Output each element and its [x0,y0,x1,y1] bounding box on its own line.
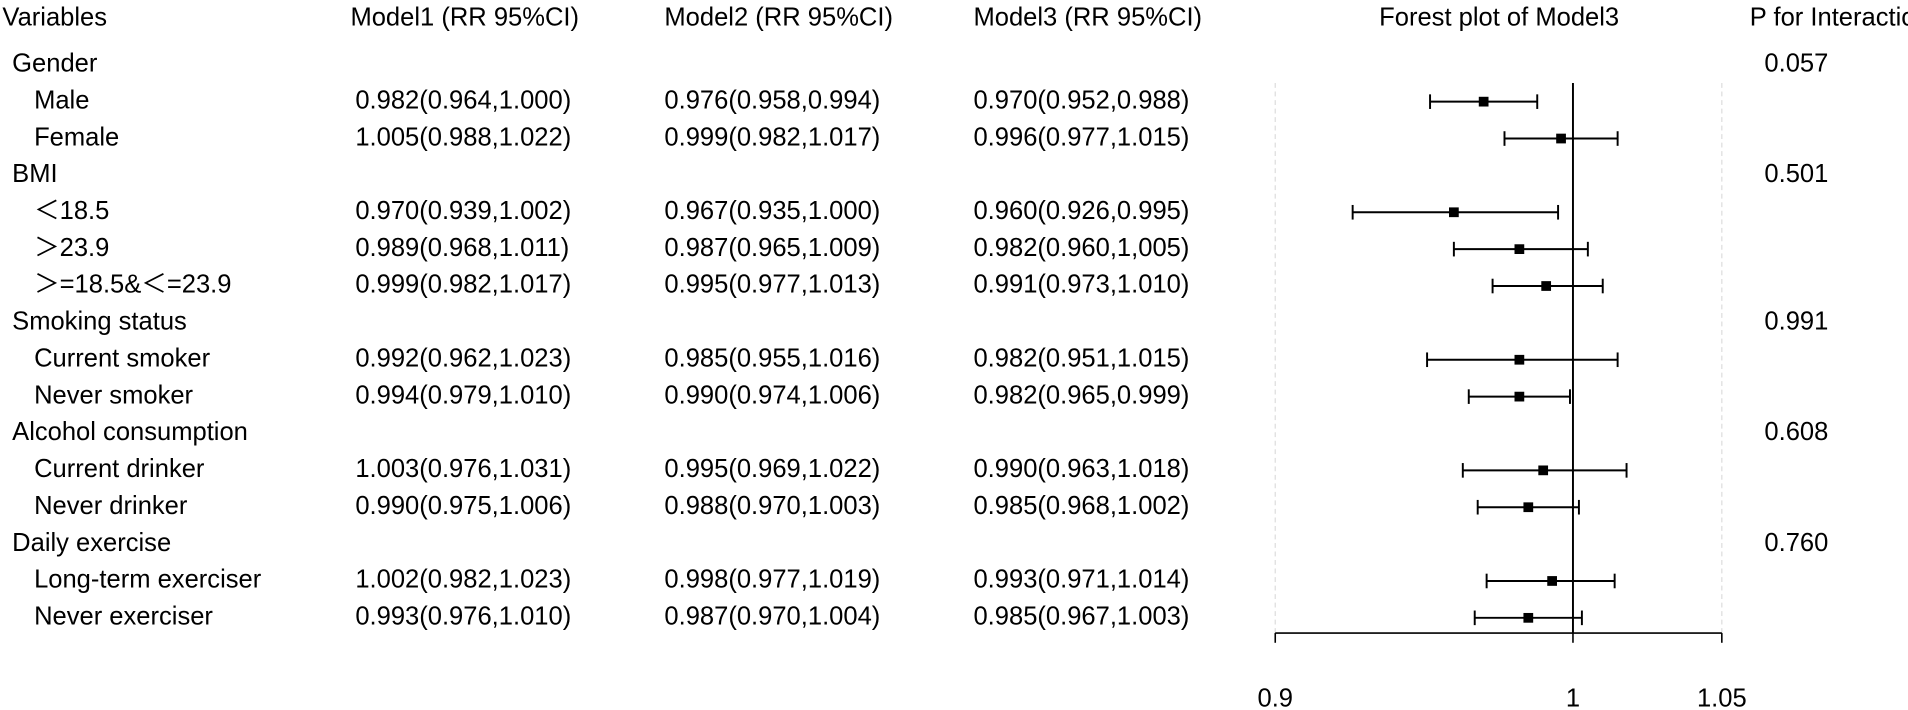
model2-value: 0.995(0.969,1.022) [664,455,880,483]
model1-value: 1.003(0.976,1.031) [355,455,571,483]
model2-value: 0.999(0.982,1.017) [664,123,880,151]
point-estimate [1449,207,1459,218]
point-estimate [1541,281,1552,291]
model3-value: 0.982(0.960,1,005) [973,234,1189,262]
header: Model2 (RR 95%CI) [664,3,893,31]
model3-value: 0.985(0.968,1.002) [973,492,1189,520]
point-estimate [1514,354,1525,365]
subgroup-label: ＞=18.5&＜=23.9 [34,271,231,299]
model3-value: 0.996(0.977,1.015) [973,123,1189,151]
model1-value: 1.002(0.982,1.023) [355,566,571,594]
subgroup-label: ＞23.9 [34,234,109,262]
model1-value: 0.992(0.962,1.023) [355,344,571,372]
p-value: 0.760 [1764,529,1828,557]
group-label: BMI [12,160,57,188]
p-value: 0.057 [1764,50,1828,78]
model2-value: 0.967(0.935,1.000) [664,197,880,225]
model2-value: 0.988(0.970,1.003) [664,492,880,520]
group-label: Daily exercise [12,529,171,557]
subgroup-label: Never smoker [34,381,193,409]
model1-value: 0.999(0.982,1.017) [355,271,571,299]
model3-value: 0.960(0.926,0.995) [973,197,1189,225]
header: P for Interaction [1750,3,1908,31]
subgroup-label: Never drinker [34,492,188,520]
model3-value: 0.991(0.973,1.010) [973,271,1189,299]
point-estimate [1523,612,1534,623]
model2-value: 0.985(0.955,1.016) [664,344,880,372]
model2-value: 0.998(0.977,1.019) [664,566,880,594]
group-label: Smoking status [12,308,187,336]
subgroup-label: Never exerciser [34,603,213,631]
x-tick-label: 1.05 [1697,685,1747,710]
model2-value: 0.987(0.970,1.004) [664,603,880,631]
model3-value: 0.982(0.965,0.999) [973,381,1189,409]
x-tick-label: 1 [1566,685,1580,710]
subgroup-label: Male [34,86,89,114]
chart-title: Forest plot of Model3 [1379,3,1619,31]
model3-value: 0.990(0.963,1.018) [973,455,1189,483]
point-estimate [1478,96,1489,107]
p-value: 0.608 [1764,418,1828,446]
subgroup-label: Current smoker [34,344,211,372]
model1-value: 0.990(0.975,1.006) [355,492,571,520]
model2-value: 0.976(0.958,0.994) [664,86,880,114]
model3-value: 0.982(0.951,1.015) [973,344,1189,372]
point-estimate [1514,391,1525,402]
header: Model1 (RR 95%CI) [350,3,579,31]
model3-value: 0.970(0.952,0.988) [973,86,1189,114]
header: Variables [2,3,107,31]
subgroup-label: Long-term exerciser [34,566,262,594]
p-value: 0.991 [1764,308,1828,336]
subgroup-label: Current drinker [34,455,205,483]
point-estimate [1538,465,1549,476]
model2-value: 0.995(0.977,1.013) [664,271,880,299]
subgroup-label: ＜18.5 [34,197,109,225]
model2-value: 0.990(0.974,1.006) [664,381,880,409]
point-estimate [1514,244,1525,255]
model1-value: 1.005(0.988,1.022) [355,123,571,151]
model1-value: 0.982(0.964,1.000) [355,86,571,114]
header: Model3 (RR 95%CI) [973,3,1202,31]
model2-value: 0.987(0.965,1.009) [664,234,880,262]
point-estimate [1547,576,1557,586]
model1-value: 0.989(0.968,1.011) [355,234,569,262]
model1-value: 0.970(0.939,1.002) [355,197,571,225]
point-estimate [1556,133,1566,144]
p-value: 0.501 [1764,160,1828,188]
model3-value: 0.993(0.971,1.014) [973,566,1189,594]
group-label: Alcohol consumption [12,418,248,446]
x-tick-label: 0.9 [1257,685,1293,710]
group-label: Gender [12,50,98,78]
model1-value: 0.993(0.976,1.010) [355,603,571,631]
model1-value: 0.994(0.979,1.010) [355,381,571,409]
model3-value: 0.985(0.967,1.003) [973,603,1189,631]
point-estimate [1523,502,1534,513]
subgroup-label: Female [34,123,119,151]
